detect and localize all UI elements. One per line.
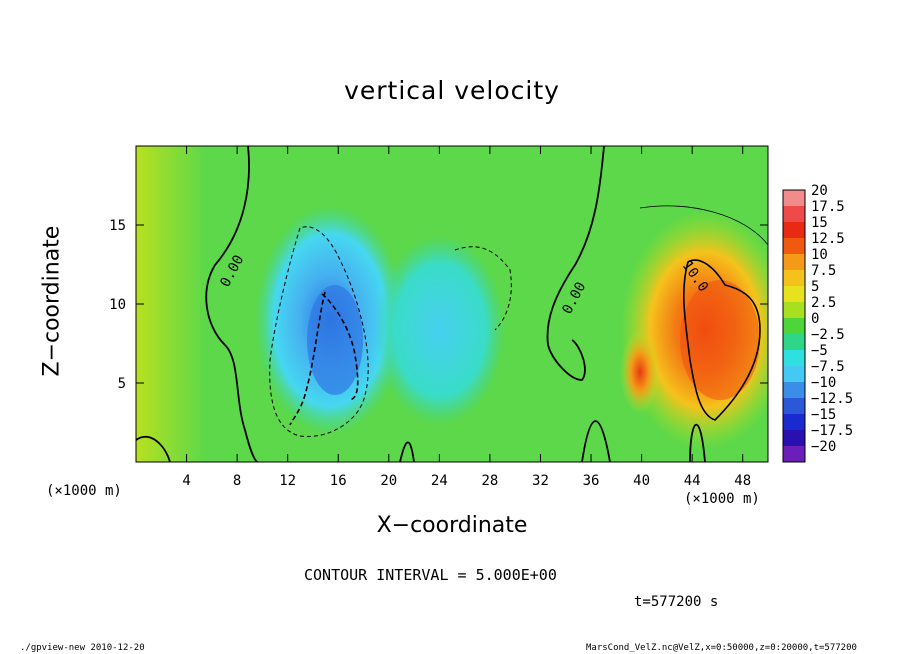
x-tick-label: 24 bbox=[431, 473, 448, 489]
colorbar-swatch bbox=[783, 222, 805, 239]
time-label: t=577200 s bbox=[634, 594, 719, 610]
y-axis: 5 10 15 bbox=[109, 218, 768, 392]
colorbar-label: −5 bbox=[811, 343, 828, 359]
updraft-small bbox=[620, 330, 660, 414]
colorbar-swatch bbox=[783, 302, 805, 319]
colorbar-label: −20 bbox=[811, 439, 836, 455]
colorbar-label: 0 bbox=[811, 311, 819, 327]
colorbar-swatch bbox=[783, 318, 805, 335]
colorbar-swatch bbox=[783, 206, 805, 223]
contour-neg10 bbox=[289, 291, 359, 426]
x-tick-label: 44 bbox=[684, 473, 701, 489]
colorbar-label: 17.5 bbox=[811, 199, 845, 215]
y-tick-label: 5 bbox=[118, 376, 126, 392]
colorbar-label: −7.5 bbox=[811, 359, 845, 375]
colorbar-frame bbox=[782, 189, 806, 463]
colorbar-swatch bbox=[783, 334, 805, 351]
colorbar-label: 5 bbox=[811, 279, 819, 295]
colorbar-label: 2.5 bbox=[811, 295, 836, 311]
x-tick-label: 36 bbox=[583, 473, 600, 489]
colorbar-swatch bbox=[783, 414, 805, 431]
colorbar-swatch bbox=[783, 270, 805, 287]
chart-title: vertical velocity bbox=[344, 76, 560, 105]
colorbar-swatch bbox=[783, 254, 805, 271]
colorbar-label: −12.5 bbox=[811, 391, 853, 407]
colorbar: 2017.51512.5107.552.50−2.5−5−7.5−10−12.5… bbox=[782, 183, 853, 463]
updraft-main-core bbox=[680, 280, 760, 400]
colorbar-label: −15 bbox=[811, 407, 836, 423]
colorbar-label: −10 bbox=[811, 375, 836, 391]
y-axis-label: Z−coordinate bbox=[39, 225, 65, 377]
colorbar-swatch bbox=[783, 190, 805, 207]
x-tick-label: 40 bbox=[633, 473, 650, 489]
x-tick-label: 28 bbox=[481, 473, 498, 489]
x-axis: 4 8 12 16 20 24 28 32 36 40 44 48 bbox=[182, 146, 751, 489]
colorbar-swatch bbox=[783, 398, 805, 415]
zero-contour-right bbox=[546, 146, 605, 381]
colorbar-swatch bbox=[783, 286, 805, 303]
left-edge-band bbox=[136, 146, 206, 462]
colorbar-label: −17.5 bbox=[811, 423, 853, 439]
downdraft-strong bbox=[307, 285, 363, 395]
x-tick-label: 16 bbox=[330, 473, 347, 489]
contour-5 bbox=[639, 205, 768, 246]
contour-neg5 bbox=[269, 226, 369, 437]
x-tick-label: 20 bbox=[380, 473, 397, 489]
contour-neg5-right bbox=[454, 246, 512, 331]
x-tick-label: 48 bbox=[734, 473, 751, 489]
x-tick-label: 4 bbox=[182, 473, 190, 489]
colorbar-swatch bbox=[783, 366, 805, 383]
colorbar-label: 10 bbox=[811, 247, 828, 263]
zero-contour-bottom bbox=[136, 420, 706, 462]
colorbar-swatch bbox=[783, 238, 805, 255]
colorbar-label: 15 bbox=[811, 215, 828, 231]
colorbar-swatch bbox=[783, 430, 805, 447]
x-unit-label: (×1000 m) bbox=[684, 491, 760, 507]
colorbar-swatch bbox=[783, 446, 805, 463]
plot-area: 0.00 0.00 10.0 bbox=[135, 145, 769, 463]
colorbar-label: 7.5 bbox=[811, 263, 836, 279]
x-axis-label: X−coordinate bbox=[376, 513, 528, 538]
x-tick-label: 8 bbox=[233, 473, 241, 489]
contour-interval: CONTOUR INTERVAL = 5.000E+00 bbox=[304, 566, 557, 584]
colorbar-swatch bbox=[783, 382, 805, 399]
downdraft-weak bbox=[375, 235, 505, 425]
x-unit-label: (×1000 m) bbox=[46, 483, 122, 499]
colorbar-label: 20 bbox=[811, 183, 828, 199]
y-tick-label: 10 bbox=[109, 297, 126, 313]
x-tick-label: 12 bbox=[279, 473, 296, 489]
x-tick-label: 32 bbox=[532, 473, 549, 489]
contour-10 bbox=[683, 259, 761, 421]
zero-contour-left bbox=[205, 146, 259, 462]
footer-left: ./gpview-new 2010-12-20 bbox=[20, 643, 145, 653]
colorbar-swatch bbox=[783, 350, 805, 367]
colorbar-label: −2.5 bbox=[811, 327, 845, 343]
colorbar-label: 12.5 bbox=[811, 231, 845, 247]
footer-right: MarsCond_VelZ.nc@VelZ,x=0:50000,z=0:2000… bbox=[586, 643, 857, 653]
y-tick-label: 15 bbox=[109, 218, 126, 234]
